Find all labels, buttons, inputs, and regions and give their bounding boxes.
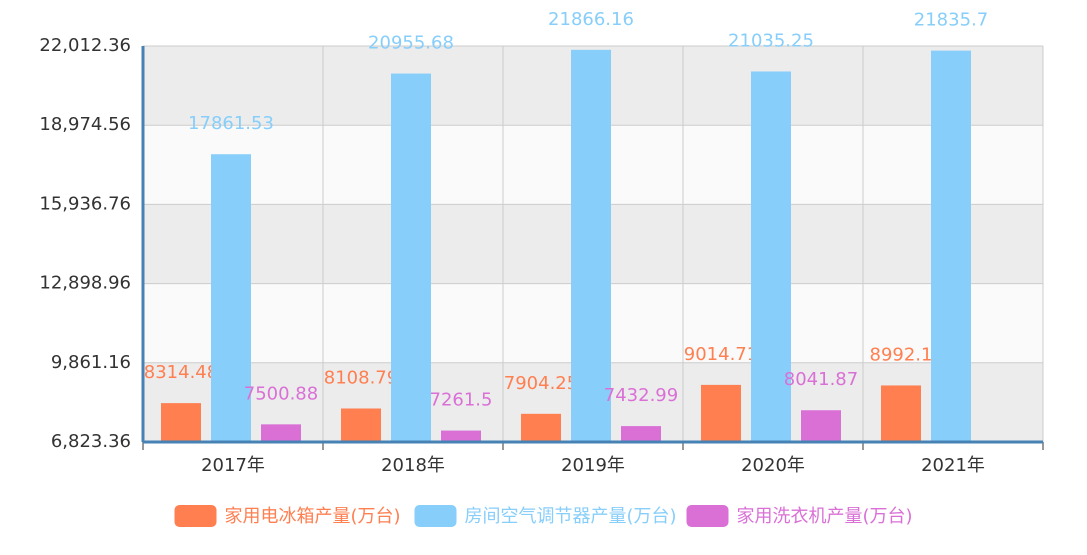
bar	[441, 430, 481, 442]
bar	[341, 408, 381, 442]
data-label: 20955.68	[368, 33, 454, 54]
legend-swatch	[686, 505, 729, 527]
bar	[931, 50, 971, 443]
data-label: 9014.71	[684, 344, 758, 365]
x-tick-label: 2019年	[561, 455, 625, 476]
bar	[211, 154, 251, 442]
data-label: 21035.25	[728, 30, 814, 51]
y-tick-label: 9,861.16	[51, 352, 131, 373]
bar	[261, 424, 301, 442]
data-label: 8041.87	[784, 369, 858, 390]
y-tick-label: 6,823.36	[51, 431, 131, 452]
data-label: 8108.79	[324, 367, 398, 388]
bar	[701, 384, 741, 442]
x-tick-label: 2018年	[381, 455, 445, 476]
data-label: 7432.99	[604, 385, 678, 406]
bar	[801, 410, 841, 442]
bar	[391, 73, 431, 443]
data-label: 7261.5	[430, 390, 493, 411]
x-tick-label: 2021年	[921, 455, 985, 476]
y-tick-label: 15,936.76	[39, 193, 131, 214]
bar	[521, 413, 561, 442]
y-tick-label: 22,012.36	[39, 35, 131, 56]
legend-swatch	[414, 505, 457, 527]
legend-swatch	[174, 505, 217, 527]
x-tick-label: 2017年	[201, 455, 265, 476]
bar	[881, 385, 921, 442]
bar	[571, 49, 611, 443]
data-label: 7904.25	[504, 373, 578, 394]
y-tick-label: 12,898.96	[39, 273, 131, 294]
data-label: 8314.48	[144, 362, 218, 383]
bar	[161, 403, 201, 442]
data-label: 7500.88	[244, 383, 318, 404]
legend-label: 家用电冰箱产量(万台)	[225, 506, 401, 527]
legend-label: 家用洗衣机产量(万台)	[737, 506, 913, 527]
bar	[751, 71, 791, 442]
data-label: 17861.53	[188, 113, 274, 134]
bar	[621, 426, 661, 442]
data-label: 21835.7	[914, 10, 988, 31]
y-tick-label: 18,974.56	[39, 114, 131, 135]
data-label: 21866.16	[548, 9, 634, 30]
x-tick-label: 2020年	[741, 455, 805, 476]
data-label: 8992.1	[870, 344, 933, 365]
legend-label: 房间空气调节器产量(万台)	[465, 506, 677, 527]
